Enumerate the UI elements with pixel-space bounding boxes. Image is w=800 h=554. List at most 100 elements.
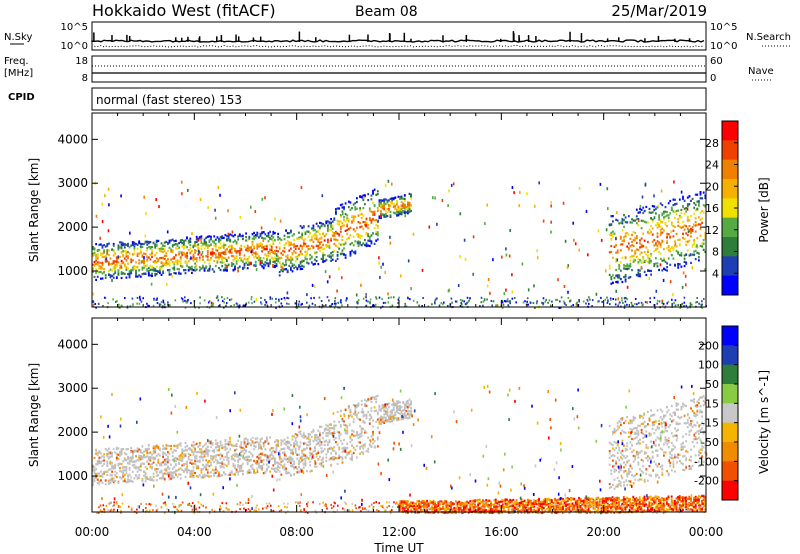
- scatter-cell: [391, 202, 393, 205]
- scatter-cell: [136, 450, 139, 453]
- scatter-cell: [213, 252, 216, 255]
- scatter-cell: [704, 196, 707, 200]
- scatter-cell: [274, 440, 276, 443]
- scatter-cell: [667, 246, 670, 249]
- scatter-cell: [151, 479, 153, 482]
- scatter-cell: [672, 248, 675, 251]
- near-range-cell: [251, 302, 253, 305]
- noise-cell: [382, 262, 384, 266]
- near-range-cell: [162, 299, 165, 302]
- scatter-cell: [688, 203, 691, 206]
- scatter-cell: [112, 479, 115, 483]
- noise-cell: [572, 221, 574, 225]
- scatter-cell: [370, 409, 373, 412]
- scatter-cell: [293, 444, 295, 447]
- scatter-cell: [202, 476, 204, 479]
- near-range-cell: [636, 303, 638, 306]
- scatter-cell: [397, 418, 400, 421]
- scatter-cell: [375, 231, 378, 234]
- scatter-cell: [254, 437, 257, 440]
- scatter-cell: [378, 199, 381, 202]
- scatter-cell: [208, 442, 211, 445]
- scatter-cell: [141, 445, 144, 448]
- scatter-cell: [400, 213, 403, 216]
- scatter-cell: [647, 261, 649, 264]
- scatter-cell: [280, 269, 283, 272]
- scatter-cell: [389, 418, 392, 421]
- noise-cell: [472, 235, 475, 239]
- scatter-cell: [274, 461, 276, 464]
- scatter-cell: [645, 221, 648, 224]
- scatter-cell: [286, 269, 289, 272]
- scatter-cell: [315, 436, 318, 439]
- scatter-cell: [111, 455, 113, 458]
- scatter-cell: [200, 471, 203, 474]
- scatter-cell: [176, 263, 179, 266]
- noise-cell: [511, 290, 514, 294]
- scatter-cell: [141, 259, 144, 262]
- scatter-cell: [635, 218, 638, 221]
- scatter-cell: [624, 275, 627, 278]
- scatter-cell: [683, 199, 686, 202]
- scatter-cell: [631, 233, 633, 237]
- scatter-cell: [210, 258, 212, 261]
- scatter-cell: [659, 233, 662, 236]
- scatter-cell: [234, 248, 236, 251]
- noise-cell: [120, 265, 123, 269]
- scatter-cell: [108, 249, 110, 252]
- scatter-cell: [202, 474, 204, 477]
- scatter-cell: [335, 208, 337, 211]
- scatter-cell: [283, 447, 286, 450]
- scatter-cell: [381, 406, 384, 409]
- scatter-cell: [114, 260, 117, 263]
- scatter-cell: [242, 234, 244, 237]
- scatter-cell: [293, 267, 295, 270]
- noise-cell: [704, 268, 706, 272]
- scatter-cell: [282, 467, 284, 470]
- scatter-cell: [195, 240, 198, 243]
- scatter-cell: [309, 253, 312, 257]
- scatter-cell: [143, 242, 145, 246]
- scatter-cell: [198, 266, 201, 269]
- scatter-cell: [351, 456, 353, 459]
- scatter-cell: [165, 463, 168, 466]
- scatter-cell: [658, 214, 660, 217]
- scatter-cell: [186, 449, 188, 452]
- scatter-cell: [357, 404, 360, 407]
- scatter-cell: [197, 466, 200, 469]
- scatter-cell: [339, 433, 342, 436]
- scatter-cell: [397, 411, 400, 414]
- scatter-cell: [157, 445, 160, 449]
- scatter-cell: [650, 230, 652, 233]
- scatter-cell: [392, 205, 395, 209]
- scatter-cell: [314, 465, 316, 468]
- scatter-cell: [322, 256, 324, 259]
- scatter-cell: [181, 245, 184, 248]
- scatter-cell: [222, 251, 225, 254]
- scatter-cell: [202, 451, 204, 454]
- scatter-cell: [254, 234, 257, 237]
- scatter-cell: [214, 248, 217, 251]
- scatter-cell: [189, 472, 192, 475]
- scatter-cell: [286, 258, 289, 261]
- scatter-cell: [323, 235, 326, 238]
- scatter-cell: [402, 413, 405, 416]
- scatter-cell: [352, 235, 355, 238]
- scatter-cell: [120, 448, 123, 451]
- scatter-cell: [200, 455, 203, 458]
- scatter-cell: [298, 238, 300, 241]
- scatter-cell: [246, 258, 249, 261]
- near-range-cell: [492, 300, 495, 303]
- scatter-cell: [235, 250, 238, 253]
- noise-cell: [511, 186, 514, 189]
- scatter-cell: [309, 464, 312, 467]
- scatter-cell: [331, 231, 334, 234]
- scatter-cell: [688, 254, 691, 257]
- scatter-cell: [288, 264, 291, 267]
- scatter-cell: [655, 248, 657, 251]
- scatter-cell: [328, 244, 331, 247]
- scatter-cell: [666, 266, 668, 269]
- near-range-cell: [689, 302, 692, 305]
- scatter-cell: [330, 427, 332, 430]
- scatter-cell: [619, 261, 622, 264]
